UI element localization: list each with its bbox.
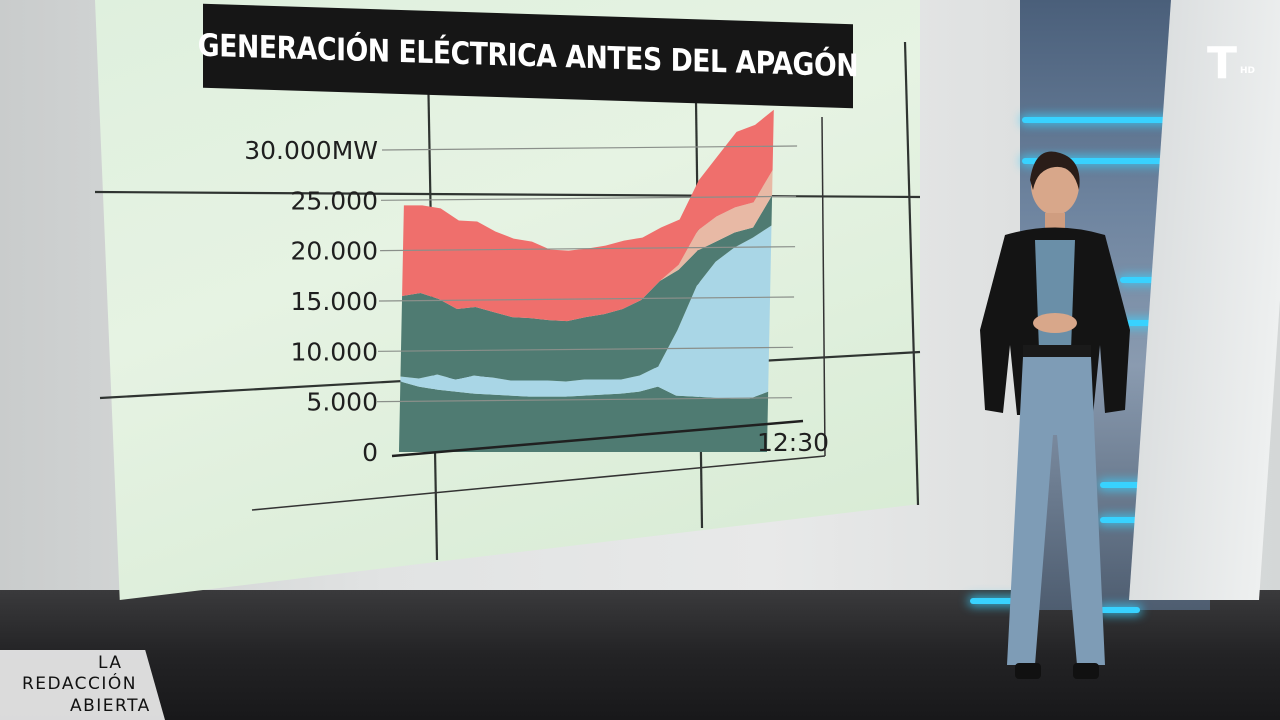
x-axis-end-label: 12:30 (757, 428, 829, 457)
chart-frame-bottom (251, 455, 826, 511)
gridline (376, 397, 793, 403)
gridlines (376, 145, 798, 403)
plot-area (376, 109, 798, 452)
program-title-line1: LA (98, 653, 123, 673)
gridline (377, 346, 794, 352)
led-strip (1022, 117, 1204, 123)
y-tick-label: 0 (362, 438, 378, 467)
y-axis-ticks: 30.000MW 25.000 20.000 15.000 10.000 5.000 0 (244, 136, 378, 467)
led-strip (1100, 482, 1152, 488)
presenter-shoe-right (1073, 663, 1099, 679)
program-bug: LA REDACCIÓN ABIERTA (0, 650, 165, 720)
area-series-1 (400, 225, 772, 399)
x-axis (391, 419, 804, 458)
y-tick-label: 10.000 (291, 337, 378, 366)
presenter-jeans (1007, 357, 1105, 665)
channel-logo: T (1207, 38, 1237, 82)
chart-frame-right (821, 116, 826, 457)
led-strip (1022, 158, 1198, 164)
chart-title: GENERACIÓN ELÉCTRICA ANTES DEL APAGÓN (197, 27, 859, 85)
presenter (980, 151, 1130, 679)
program-title-line2: REDACCIÓN (22, 674, 138, 694)
y-tick-label: 5.000 (306, 388, 378, 417)
led-strip (970, 598, 1020, 604)
presenter-belt (1023, 345, 1091, 359)
y-tick-label: 25.000 (291, 186, 378, 215)
area-series-3 (402, 170, 773, 322)
area-series-2 (400, 195, 773, 382)
led-strip (1100, 517, 1146, 523)
studio-floor (0, 590, 1280, 720)
gridline (378, 296, 795, 302)
program-title-line3: ABIERTA (70, 696, 151, 716)
gridline (379, 246, 796, 252)
presenter-top (1035, 240, 1075, 350)
y-tick-label: 30.000MW (244, 136, 378, 165)
presenter-hands (1033, 313, 1077, 333)
gridline (381, 145, 798, 151)
gridline (380, 195, 797, 201)
y-tick-label: 15.000 (291, 287, 378, 316)
channel-logo-hd: HD (1240, 66, 1256, 76)
led-strip (1100, 607, 1140, 613)
presenter-shoe-left (1015, 663, 1041, 679)
svg-text:T: T (1207, 38, 1237, 82)
area-series-4 (402, 109, 774, 322)
y-tick-label: 20.000 (291, 237, 378, 266)
presenter-hair (1030, 151, 1080, 190)
